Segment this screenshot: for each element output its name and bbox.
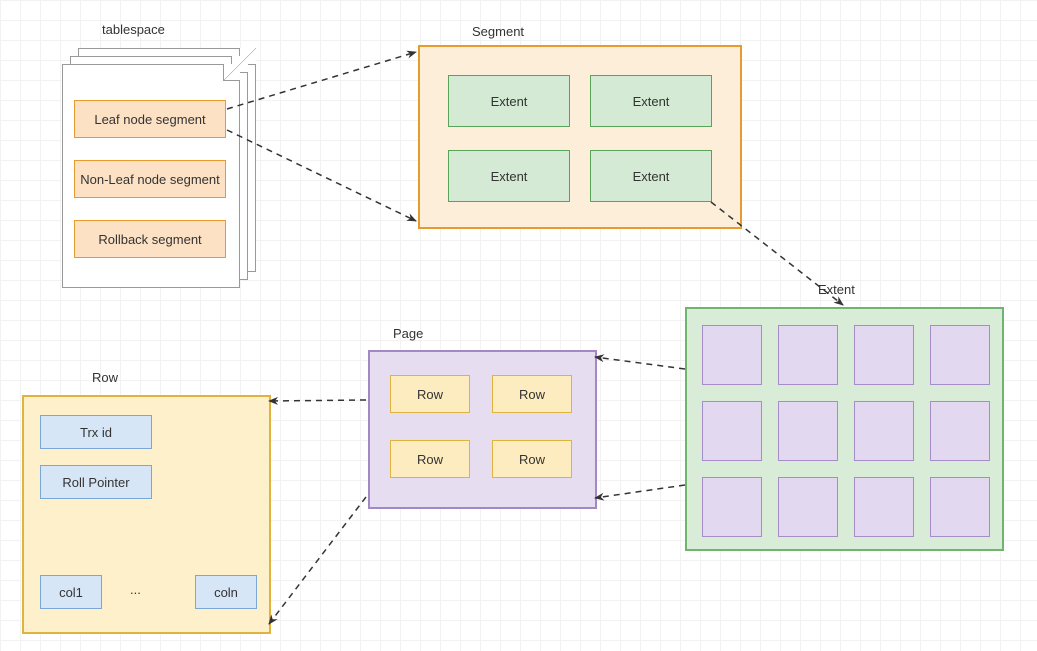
extent-page-cell <box>930 325 990 385</box>
segment-extent-cell: Extent <box>590 150 712 202</box>
tablespace-title: tablespace <box>102 22 165 37</box>
segment-extent-label: Extent <box>491 169 528 184</box>
extent-page-cell <box>930 401 990 461</box>
extent-page-cell <box>854 401 914 461</box>
row-field: col1 <box>40 575 102 609</box>
page-row-label: Row <box>417 387 443 402</box>
tablespace-segment-label: Rollback segment <box>98 232 201 247</box>
diagram-stage: tablespace Leaf node segment Non-Leaf node… <box>0 0 1037 651</box>
page-box <box>368 350 597 509</box>
segment-extent-label: Extent <box>491 94 528 109</box>
extent-page-cell <box>702 325 762 385</box>
segment-extent-cell: Extent <box>448 75 570 127</box>
row-dots: ... <box>130 582 141 597</box>
tablespace-segment-label: Leaf node segment <box>94 112 205 127</box>
segment-extent-cell: Extent <box>448 150 570 202</box>
tablespace-segment-label: Non-Leaf node segment <box>80 172 219 187</box>
row-field: coln <box>195 575 257 609</box>
segment-title: Segment <box>472 24 524 39</box>
page-row-cell: Row <box>390 375 470 413</box>
page-title: Page <box>393 326 423 341</box>
segment-extent-cell: Extent <box>590 75 712 127</box>
extent-page-cell <box>778 325 838 385</box>
page-row-cell: Row <box>390 440 470 478</box>
row-field-label: Trx id <box>80 425 112 440</box>
row-field-label: coln <box>214 585 238 600</box>
extent-page-cell <box>778 401 838 461</box>
page-row-label: Row <box>519 387 545 402</box>
row-title: Row <box>92 370 118 385</box>
row-field-label: Roll Pointer <box>62 475 129 490</box>
doc-fold-icon <box>223 64 240 81</box>
page-row-label: Row <box>417 452 443 467</box>
page-row-cell: Row <box>492 375 572 413</box>
row-field-label: col1 <box>59 585 83 600</box>
extent-title: Extent <box>818 282 855 297</box>
extent-page-cell <box>778 477 838 537</box>
segment-extent-label: Extent <box>633 169 670 184</box>
page-row-label: Row <box>519 452 545 467</box>
extent-page-cell <box>854 477 914 537</box>
segment-extent-label: Extent <box>633 94 670 109</box>
page-row-cell: Row <box>492 440 572 478</box>
tablespace-segment-item: Rollback segment <box>74 220 226 258</box>
tablespace-segment-item: Non-Leaf node segment <box>74 160 226 198</box>
row-field: Roll Pointer <box>40 465 152 499</box>
row-field: Trx id <box>40 415 152 449</box>
extent-page-cell <box>702 477 762 537</box>
tablespace-segment-item: Leaf node segment <box>74 100 226 138</box>
extent-page-cell <box>930 477 990 537</box>
extent-page-cell <box>702 401 762 461</box>
extent-page-cell <box>854 325 914 385</box>
